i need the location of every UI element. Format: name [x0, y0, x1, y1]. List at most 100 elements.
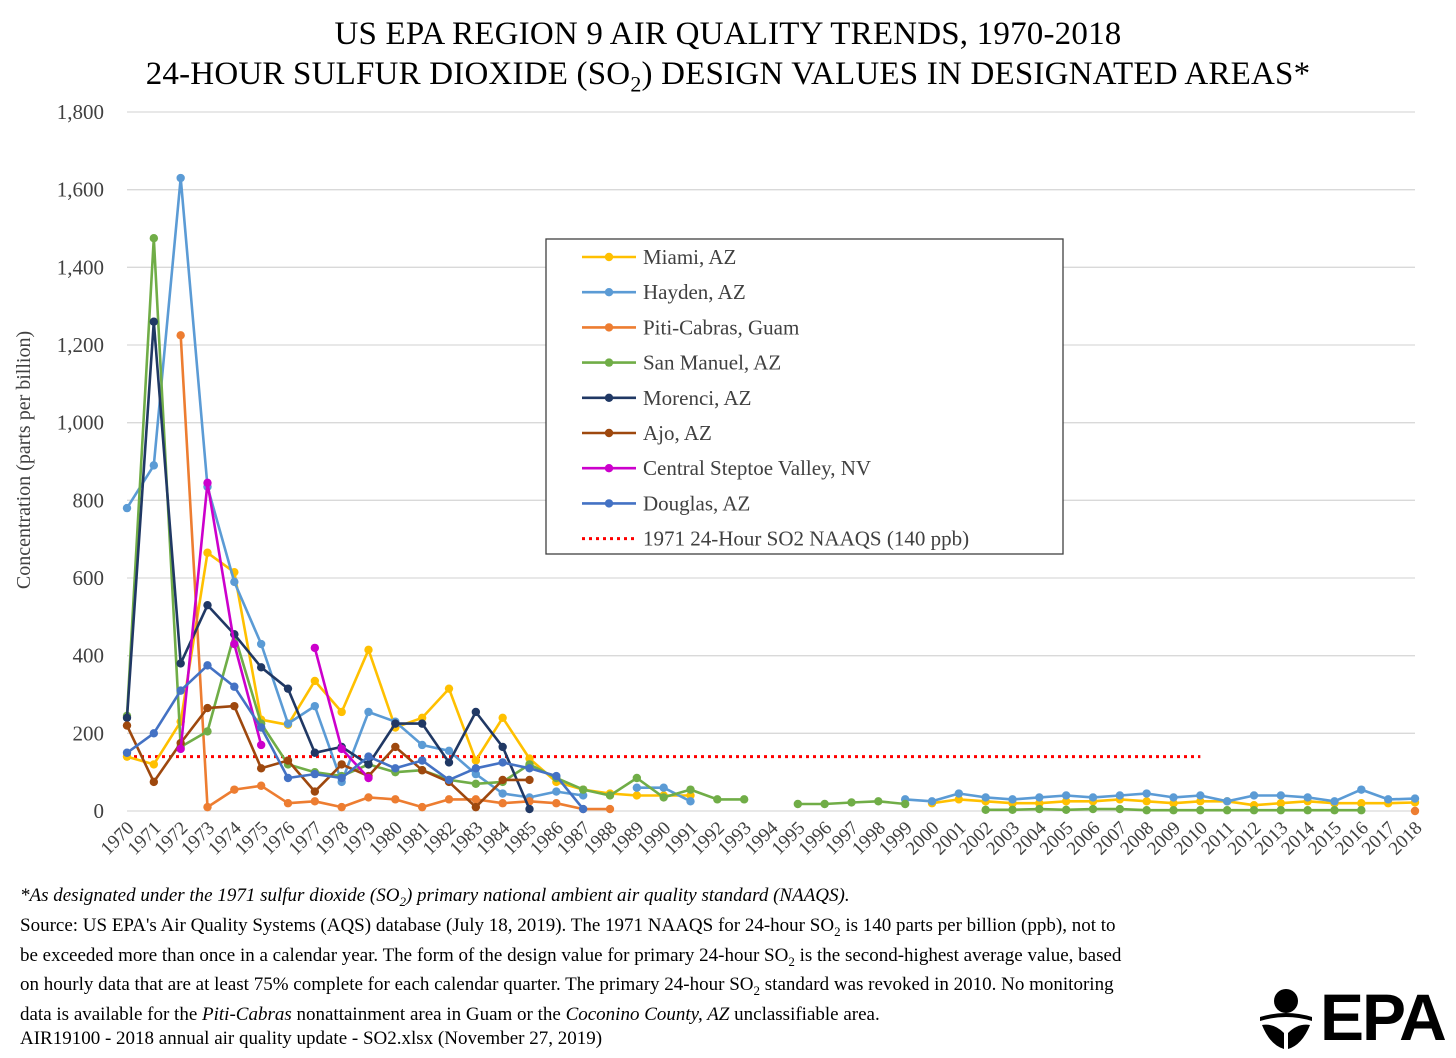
- footnote-source: Source: US EPA's Air Quality Systems (AQ…: [20, 914, 1280, 1027]
- data-point: [337, 760, 346, 769]
- data-point: [122, 721, 132, 730]
- footnote-designation-sub: 2: [399, 893, 406, 909]
- data-point: [1357, 799, 1366, 808]
- data-point: [122, 503, 132, 513]
- data-point: [1249, 791, 1259, 800]
- title-line-2-sub: 2: [630, 71, 642, 97]
- data-point: [417, 802, 427, 812]
- y-tick-label: 1,800: [57, 100, 104, 124]
- data-point: [471, 802, 481, 812]
- data-point: [820, 799, 829, 809]
- legend-entry: Central Steptoe Valley, NV: [582, 456, 871, 480]
- data-point: [1303, 806, 1312, 815]
- data-point: [1061, 797, 1071, 806]
- data-point: [444, 775, 454, 785]
- data-point: [471, 756, 481, 765]
- data-point: [1249, 806, 1259, 815]
- data-point: [444, 758, 454, 767]
- data-point: [337, 802, 346, 812]
- data-point: [364, 707, 373, 717]
- legend-entry: Miami, AZ: [582, 245, 736, 269]
- data-point: [230, 682, 239, 691]
- legend-label: Douglas, AZ: [643, 491, 750, 515]
- data-point: [1357, 785, 1366, 794]
- data-point: [1061, 805, 1071, 815]
- legend-label: San Manuel, AZ: [643, 351, 781, 375]
- data-point: [954, 795, 964, 804]
- legend-entry: Hayden, AZ: [582, 280, 746, 304]
- legend-marker: [604, 393, 614, 402]
- data-point: [444, 746, 454, 756]
- data-point: [525, 804, 534, 814]
- source-text-7: data is available for the: [20, 1004, 203, 1026]
- legend-marker: [604, 252, 614, 262]
- data-point: [310, 748, 320, 757]
- data-point: [310, 643, 320, 653]
- y-tick-labels: 0 200 400 600 800 1,000 1,200 1,400 1,600 1,800: [57, 100, 104, 823]
- data-point: [417, 740, 427, 750]
- epa-logo-text: EPA: [1320, 980, 1447, 1054]
- data-point: [444, 684, 454, 693]
- legend-entry: Ajo, AZ: [582, 421, 712, 445]
- y-tick-label: 600: [73, 566, 105, 590]
- y-tick-label: 200: [73, 721, 105, 745]
- series-6: [176, 478, 373, 783]
- series-line: [125, 320, 531, 810]
- data-point: [471, 707, 481, 717]
- data-point: [1008, 805, 1017, 815]
- series-line: [905, 788, 1416, 803]
- x-tick-labels: 1970197119721973197419751976197719781979…: [97, 817, 1427, 859]
- y-tick-label: 1,400: [57, 255, 104, 279]
- data-point: [203, 478, 212, 488]
- data-point: [525, 764, 534, 773]
- data-point: [981, 805, 990, 815]
- data-point: [1115, 791, 1125, 800]
- data-point: [444, 795, 454, 804]
- data-point: [310, 676, 320, 686]
- source-text-1: Source: US EPA's Air Quality Systems (AQ…: [20, 914, 835, 936]
- data-point: [256, 740, 266, 750]
- source-text-2: is 140 parts per billion (ppb), not to: [840, 914, 1116, 936]
- data-point: [552, 799, 561, 808]
- data-point: [1410, 794, 1420, 803]
- data-point: [552, 787, 561, 796]
- data-point: [632, 783, 642, 792]
- data-point: [793, 799, 803, 809]
- legend-marker: [604, 288, 614, 297]
- data-point: [149, 777, 159, 787]
- data-point: [1169, 799, 1178, 808]
- series-line: [126, 664, 585, 810]
- legend-entry: Morenci, AZ: [582, 386, 751, 410]
- data-point: [471, 769, 481, 779]
- data-point: [954, 789, 964, 798]
- data-point: [498, 775, 507, 785]
- data-point: [230, 639, 239, 649]
- data-point: [1115, 804, 1125, 814]
- legend-marker: [604, 323, 614, 332]
- data-point: [578, 785, 588, 794]
- data-point: [230, 701, 239, 711]
- source-text-5: on hourly data that are at least 75% com…: [20, 974, 754, 996]
- data-point: [364, 645, 373, 655]
- data-point: [981, 793, 990, 802]
- data-point: [1169, 793, 1178, 802]
- data-point: [417, 756, 427, 765]
- data-point: [203, 661, 212, 670]
- data-point: [471, 795, 481, 804]
- source-text-4: is the second-highest average value, bas…: [794, 944, 1122, 966]
- data-point: [1196, 791, 1205, 800]
- source-text-3: be exceeded more than once in a calendar…: [20, 944, 789, 966]
- legend-marker: [604, 464, 614, 473]
- source-text-9: unclassifiable area.: [729, 1004, 880, 1026]
- data-point: [283, 773, 293, 783]
- data-point: [176, 331, 185, 340]
- data-point: [149, 317, 159, 326]
- data-point: [525, 754, 534, 763]
- series-line: [125, 176, 584, 799]
- y-tick-label: 0: [94, 799, 105, 823]
- data-point: [1276, 791, 1286, 800]
- data-point: [1276, 806, 1286, 815]
- source-italic-coconino: Coconino County, AZ: [565, 1004, 730, 1026]
- title-line-2: 24-HOUR SULFUR DIOXIDE (SO2) DESIGN VALU…: [0, 54, 1456, 105]
- data-point: [1008, 795, 1017, 804]
